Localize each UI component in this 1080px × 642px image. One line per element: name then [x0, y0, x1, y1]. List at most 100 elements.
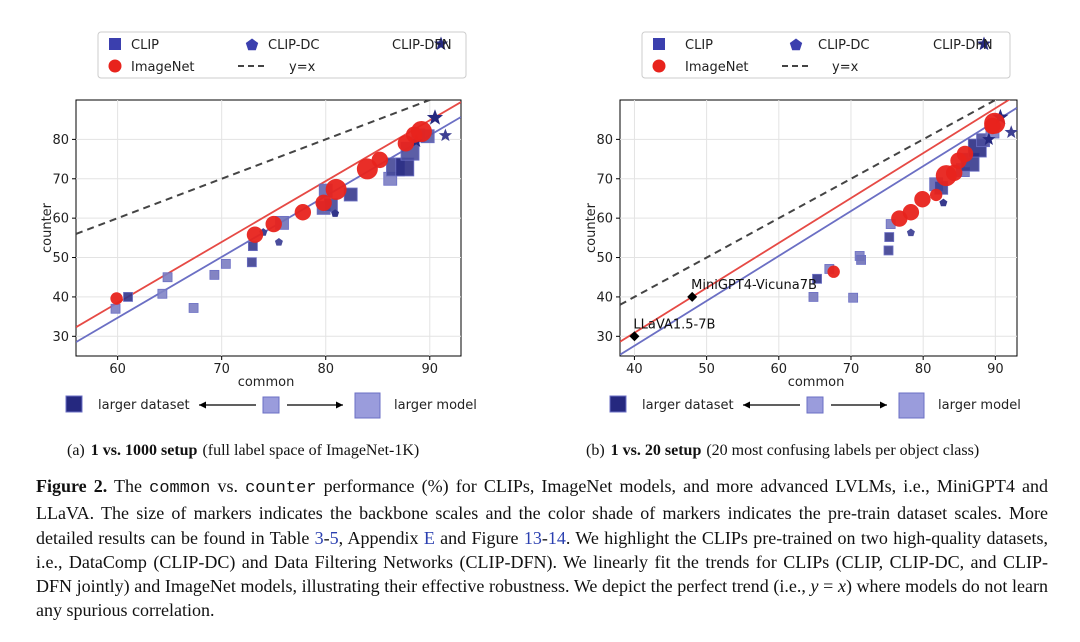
- scale-big-square: [354, 392, 381, 419]
- x-tick-label: 50: [698, 362, 715, 377]
- clip-point: [123, 292, 133, 302]
- imagenet-point: [315, 194, 332, 211]
- scale-model-label: larger model: [938, 398, 1021, 413]
- scale-dark-square: [65, 395, 83, 413]
- figure: CLIP CLIP-DC CLIP-DFN ImageNet y=x 60 70 8…: [40, 31, 1021, 459]
- clip-point: [247, 241, 258, 252]
- scale-legend-a: larger dataset larger model: [65, 392, 477, 419]
- legend-clip-dfn-label: CLIP-DFN: [392, 38, 452, 53]
- ticks-b: 40 50 60 70 80 90 30 40 50 60 70 80: [596, 133, 1003, 377]
- lvlm-point: [629, 331, 640, 342]
- legend-clip-dc-label: CLIP-DC: [268, 38, 320, 53]
- legend-clip-dc-label: CLIP-DC: [818, 38, 870, 53]
- clip-point: [848, 292, 859, 303]
- subcaption-b-bold: 1 vs. 20 setup: [611, 442, 702, 459]
- scale-dark-square: [609, 395, 627, 413]
- yx-line: [76, 100, 433, 235]
- clip-point: [162, 272, 173, 283]
- subcaption-a: (a) 1 vs. 1000 setup (full label space of …: [67, 442, 419, 459]
- imagenet-point: [827, 265, 840, 278]
- clip-point: [808, 292, 819, 302]
- x-tick-label: 80: [317, 362, 334, 377]
- y-tick-label: 60: [52, 212, 69, 227]
- legend-clip-marker: [653, 38, 665, 50]
- imagenet-point: [325, 178, 347, 200]
- subcaption-a-rest: (full label space of ImageNet-1K): [202, 442, 419, 459]
- scale-model-label: larger model: [394, 398, 477, 413]
- clip-dc-point: [939, 198, 948, 207]
- arrow-left-head: [743, 401, 750, 409]
- x-tick-label: 60: [771, 362, 788, 377]
- clip-point: [395, 157, 415, 177]
- ticks-a: 60 70 80 90 30 40 50 60 70 80: [52, 133, 438, 377]
- imagenet-fit-line: [76, 101, 461, 328]
- arrow-right-head: [880, 401, 887, 409]
- y-tick-label: 80: [52, 133, 69, 148]
- fit-lines-b: [620, 100, 1017, 356]
- imagenet-point: [410, 121, 432, 143]
- clip-point: [884, 232, 895, 242]
- x-tick-label: 70: [843, 362, 860, 377]
- axes-frame-b: [619, 99, 1018, 357]
- subcaption-a-label: (a): [67, 442, 85, 459]
- x-tick-label: 90: [422, 362, 439, 377]
- y-tick-label: 80: [596, 133, 613, 148]
- clip-point: [220, 258, 231, 269]
- imagenet-point: [265, 215, 282, 233]
- y-tick-label: 30: [596, 330, 613, 345]
- scale-dataset-label: larger dataset: [642, 398, 734, 413]
- imagenet-point: [902, 204, 920, 221]
- legend-b: CLIP CLIP-DC CLIP-DFN ImageNet y=x: [641, 31, 1011, 79]
- legend-yx-label: y=x: [832, 60, 859, 75]
- subcaption-b-rest: (20 most confusing labels per object cla…: [706, 442, 979, 459]
- legend-clip-dfn-label: CLIP-DFN: [933, 38, 993, 53]
- y-tick-label: 40: [596, 290, 613, 305]
- legend-frame: [641, 31, 1011, 79]
- panel-a: CLIP CLIP-DC CLIP-DFN ImageNet y=x 60 70 8…: [40, 31, 477, 459]
- clip-point: [856, 255, 866, 265]
- legend-clip-dc-marker: [789, 38, 803, 51]
- xlabel-a: common: [238, 375, 295, 390]
- y-tick-label: 30: [52, 330, 69, 345]
- arrow-right-head: [336, 401, 343, 409]
- ylabel-b: counter: [584, 202, 599, 253]
- imagenet-point: [984, 112, 1006, 134]
- points-b: LLaVA1.5-7B MiniGPT4-Vicuna7B: [629, 108, 1018, 342]
- clip-dc-point: [906, 228, 915, 237]
- fit-lines-a: [76, 100, 461, 343]
- ylabel-a: counter: [40, 202, 55, 253]
- panel-b: CLIP CLIP-DC CLIP-DFN ImageNet y=x 40 50 6…: [584, 31, 1021, 459]
- x-tick-label: 80: [915, 362, 932, 377]
- clip-dfn-point: [982, 132, 996, 146]
- legend-imagenet-label: ImageNet: [131, 60, 195, 75]
- imagenet-point: [956, 145, 974, 163]
- y-tick-label: 50: [596, 251, 613, 266]
- imagenet-point: [914, 191, 931, 208]
- imagenet-point: [246, 226, 264, 243]
- xlabel-b: common: [788, 375, 845, 390]
- legend-frame: [97, 31, 467, 79]
- legend-imagenet-marker: [108, 59, 122, 73]
- lvlm-annotation: LLaVA1.5-7B: [633, 317, 715, 332]
- x-tick-label: 90: [987, 362, 1004, 377]
- legend-a: CLIP CLIP-DC CLIP-DFN ImageNet y=x: [97, 31, 467, 79]
- scale-mid-square: [806, 396, 824, 414]
- lvlm-annotation: MiniGPT4-Vicuna7B: [691, 278, 817, 293]
- legend-clip-marker: [109, 38, 121, 50]
- legend-clip-dfn-marker: [976, 36, 992, 51]
- scale-legend-b: larger dataset larger model: [609, 392, 1021, 419]
- figure-caption: Figure 2. The common vs. counter perform…: [36, 476, 1048, 621]
- clip-dc-point: [331, 209, 340, 217]
- clip-point: [209, 269, 220, 280]
- x-tick-label: 60: [109, 362, 126, 377]
- imagenet-fit-line: [620, 100, 1011, 343]
- clip-point: [883, 245, 894, 256]
- clip-point: [110, 303, 121, 314]
- imagenet-point: [294, 204, 312, 221]
- y-tick-label: 50: [52, 251, 69, 266]
- lvlm-point: [687, 291, 698, 302]
- y-tick-label: 70: [596, 172, 613, 187]
- x-tick-label: 40: [626, 362, 643, 377]
- axes-frame-a: [75, 99, 462, 357]
- legend-clip-label: CLIP: [131, 38, 159, 53]
